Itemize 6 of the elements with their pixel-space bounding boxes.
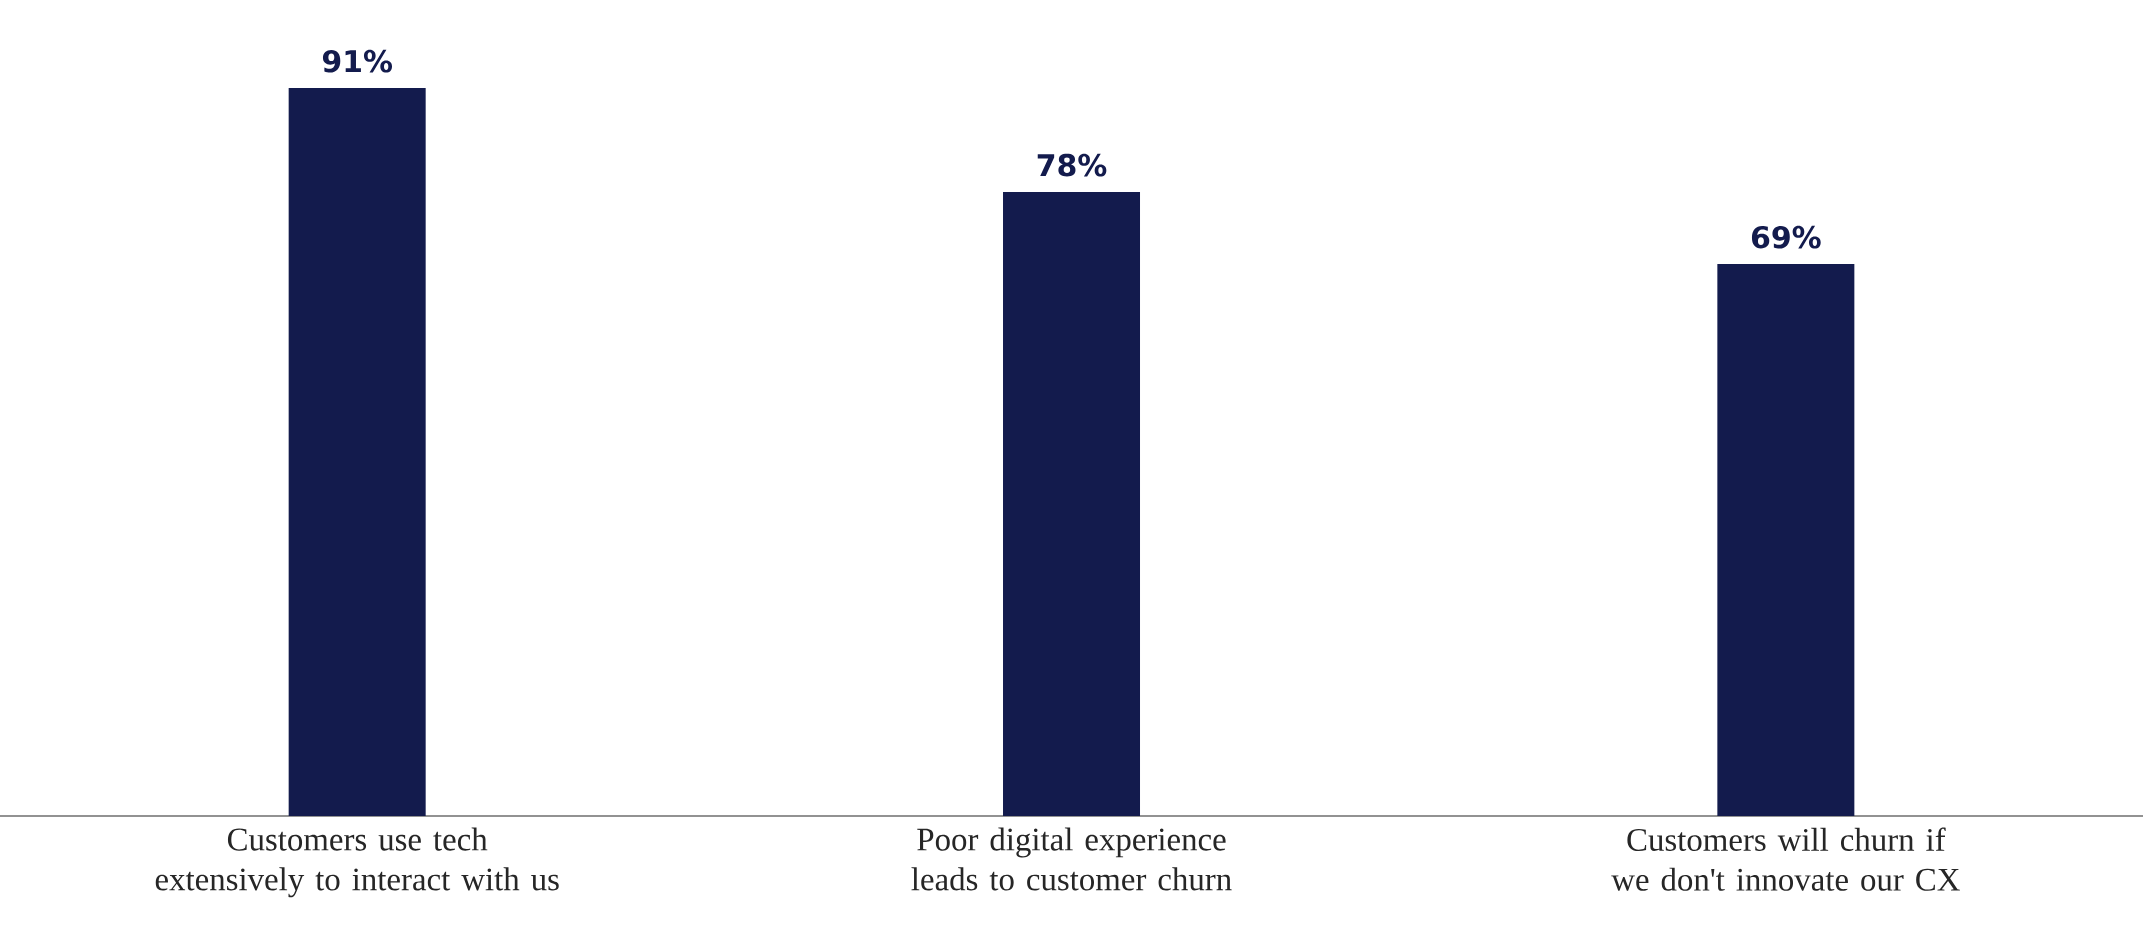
x-tick-label: Customers use tech extensively to interact with us [155,827,559,898]
x-tick-label: Poor digital experience leads to customer churn [911,827,1232,891]
data-label: 69% [1751,225,1821,249]
data-label: 78% [1037,153,1107,177]
data-label: 91% [322,49,392,73]
x-tick-label: Customers will churn if we don't innovate our CX [1611,827,1960,891]
